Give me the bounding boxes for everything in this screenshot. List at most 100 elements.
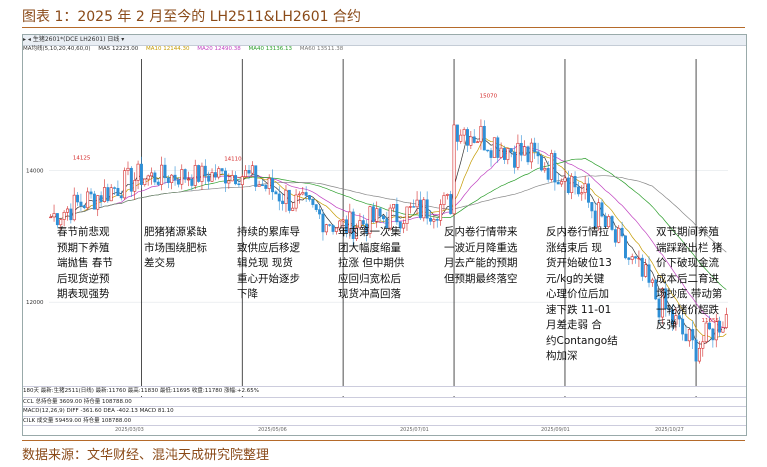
candle-body: [509, 148, 513, 153]
candle-body: [590, 202, 594, 212]
candle-body: [435, 218, 439, 221]
candle-body: [375, 208, 379, 222]
candle-body: [92, 193, 96, 210]
candle-body: [113, 187, 117, 189]
candle-body: [533, 142, 537, 153]
candle-body: [573, 176, 577, 188]
candle-body: [526, 146, 530, 163]
candle-body: [250, 165, 254, 174]
candle-body: [106, 187, 110, 202]
candle-body: [247, 170, 251, 174]
date-axis: 2025/03/03 2025/05/06 2025/07/01 2025/09…: [23, 425, 746, 435]
ma20-line: [50, 144, 727, 328]
candle-body: [630, 256, 634, 260]
candle-body: [412, 206, 416, 208]
candle-body: [721, 327, 725, 333]
candle-body: [620, 227, 624, 237]
candle-body: [308, 195, 311, 200]
candle-body: [432, 218, 436, 222]
candle-body: [254, 165, 258, 187]
candle-body: [455, 124, 459, 142]
candle-body: [640, 257, 644, 277]
candle-body: [492, 137, 496, 158]
candle-body: [59, 219, 63, 226]
title-rule: [22, 27, 745, 28]
candle-body: [257, 184, 261, 187]
candle-body: [711, 328, 715, 341]
candle-body: [610, 216, 614, 230]
candle-body: [274, 191, 278, 195]
candle-body: [506, 148, 510, 160]
candle-body: [519, 142, 523, 156]
candle-body: [593, 210, 597, 228]
candle-body: [146, 175, 150, 180]
ma20-label: MA20 12490.38: [197, 46, 241, 52]
candle-body: [556, 181, 560, 185]
candle-body: [143, 178, 147, 185]
macd-text: MACD(12,26,9) DIFF -361.60 DEA -402.13 M…: [23, 408, 174, 414]
candle-body: [667, 308, 671, 311]
candle-body: [425, 199, 429, 219]
candle-body: [203, 165, 207, 177]
candle-body: [66, 208, 69, 213]
candle-body: [52, 213, 56, 218]
candle-body: [529, 142, 533, 163]
candle-body: [381, 215, 385, 220]
volume-bar: CCL 总持仓量 3609.00 持仓量 108788.00: [23, 397, 746, 406]
candle-body: [260, 184, 264, 187]
candle-body: [348, 211, 352, 233]
candle-body: [150, 172, 153, 177]
candle-body: [49, 216, 53, 219]
annotation-4: 年内第一次集 团大幅度缩量 拉涨 但中期供 应回归宽松后 现货冲高回落: [338, 226, 405, 300]
candle-body: [482, 125, 486, 151]
symbol-label[interactable]: ▸ ◂ 生猪2601*(DCE LH2601) 日线 ▾: [23, 36, 125, 43]
figure-title: 图表 1：2025 年 2 月至今的 LH2511&LH2601 合约: [22, 9, 361, 25]
candle-body: [388, 207, 392, 229]
candle-body: [684, 333, 688, 342]
candle-body: [671, 309, 675, 325]
candle-body: [116, 187, 120, 197]
ma-label: MA均线(5,10,20,40,60,0): [23, 46, 91, 52]
candle-body: [647, 264, 651, 283]
candle-body: [264, 184, 268, 189]
candle-body: [351, 211, 355, 239]
candle-body: [271, 177, 275, 193]
candle-body: [570, 176, 574, 193]
candle-body: [281, 200, 285, 205]
candle-body: [314, 204, 318, 210]
candle-body: [355, 227, 359, 239]
candle-body: [277, 193, 281, 202]
candle-body: [378, 208, 382, 217]
candle-body: [405, 206, 409, 224]
candle-body: [183, 169, 187, 180]
candle-body: [136, 163, 140, 181]
candle-body: [297, 193, 301, 196]
candle-body: [267, 177, 271, 189]
y-tick-0: 14000: [26, 169, 44, 175]
candle-body: [624, 235, 627, 259]
candle-body: [422, 199, 426, 219]
symbol-toolbar[interactable]: ▸ ◂ 生猪2601*(DCE LH2601) 日线 ▾: [23, 35, 746, 46]
candle-body: [664, 288, 668, 310]
annotation-5: 反内卷行情带来 一波近月降重选 月去产能的预期 但预期最终落空: [444, 226, 518, 285]
candle-body: [86, 191, 90, 209]
candle-body: [187, 178, 190, 181]
candle-body: [644, 264, 648, 277]
ma40-label: MA40 13136.13: [248, 46, 293, 52]
candle-body: [674, 315, 678, 325]
candle-body: [681, 318, 685, 335]
candle-body: [718, 320, 722, 333]
cilk-bar: CILK 成交量 59459.00 持仓量 108788.00: [23, 416, 746, 426]
candle-body: [240, 176, 244, 186]
candle-body: [550, 153, 554, 180]
candle-body: [119, 195, 123, 199]
candle-body: [462, 129, 466, 136]
candle-body: [69, 208, 73, 221]
candle-body: [445, 194, 449, 196]
ma60-line: [50, 175, 727, 253]
price-label-2: 15070: [480, 93, 498, 99]
price-label-0: 14125: [73, 156, 91, 162]
candle-body: [99, 195, 103, 202]
candle-body: [361, 220, 365, 225]
candle-body: [371, 206, 375, 222]
